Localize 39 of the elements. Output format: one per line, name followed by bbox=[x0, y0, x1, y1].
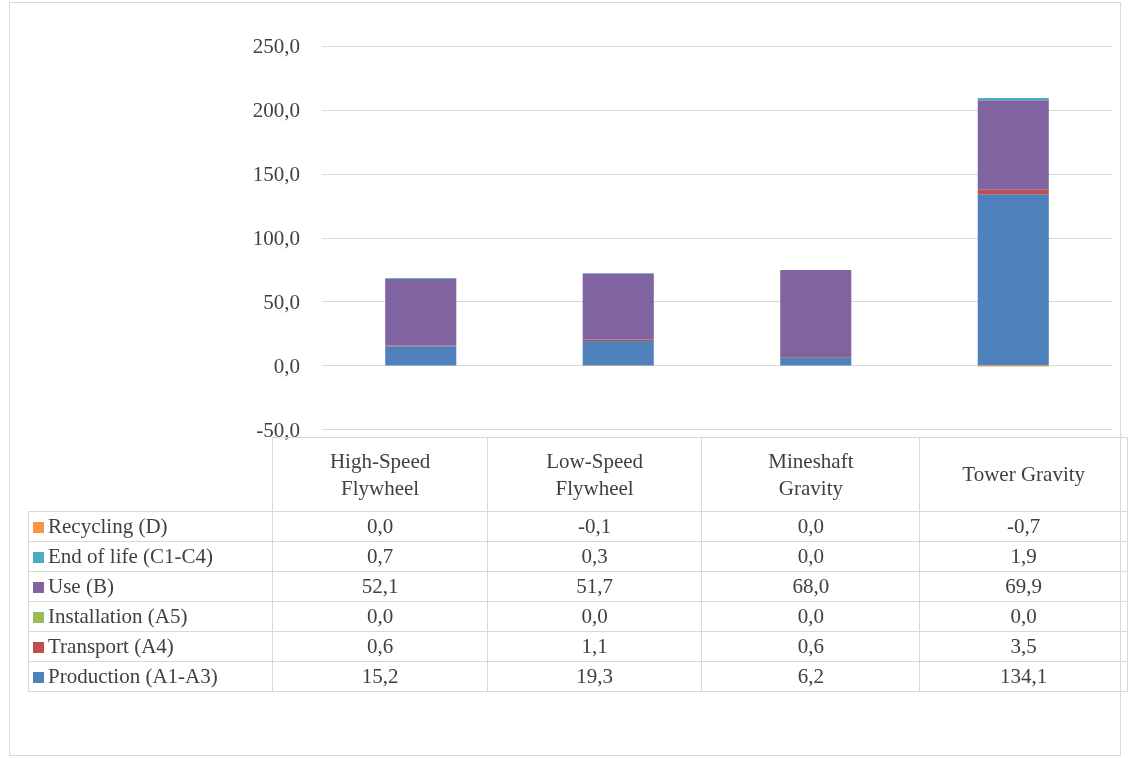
data-label: 51,7 bbox=[487, 571, 702, 602]
legend-label: End of life (C1-C4) bbox=[28, 541, 273, 572]
data-label: -0,7 bbox=[919, 511, 1128, 542]
data-label: 0,0 bbox=[701, 601, 920, 632]
legend-label: Installation (A5) bbox=[28, 601, 273, 632]
y-tick-label: -50,0 bbox=[256, 417, 300, 442]
data-label: 1,9 bbox=[919, 541, 1128, 572]
data-label: 0,6 bbox=[272, 631, 488, 662]
data-label: 68,0 bbox=[701, 571, 920, 602]
data-label: 6,2 bbox=[701, 661, 920, 692]
y-tick-label: 50,0 bbox=[263, 289, 300, 314]
data-label: 0,0 bbox=[701, 511, 920, 542]
data-label: 0,7 bbox=[272, 541, 488, 572]
data-label: 3,5 bbox=[919, 631, 1128, 662]
x-tick-label: Mineshaft Gravity bbox=[701, 437, 920, 512]
y-tick-label: 200,0 bbox=[252, 97, 300, 122]
x-tick-label: Low-Speed Flywheel bbox=[487, 437, 702, 512]
data-label: 52,1 bbox=[272, 571, 488, 602]
data-label: -0,1 bbox=[487, 511, 702, 542]
data-label: 1,1 bbox=[487, 631, 702, 662]
data-label: 0,3 bbox=[487, 541, 702, 572]
y-tick-label: 250,0 bbox=[252, 34, 300, 58]
legend-label: Production (A1-A3) bbox=[28, 661, 273, 692]
data-label: 0,6 bbox=[701, 631, 920, 662]
legend-label: Use (B) bbox=[28, 571, 273, 602]
data-label: 69,9 bbox=[919, 571, 1128, 602]
data-label: 0,0 bbox=[701, 541, 920, 572]
y-tick-label: 150,0 bbox=[252, 161, 300, 186]
x-tick-label: Tower Gravity bbox=[919, 437, 1128, 512]
data-label: 134,1 bbox=[919, 661, 1128, 692]
y-tick-label: 0,0 bbox=[273, 353, 300, 378]
x-tick-label: High-Speed Flywheel bbox=[329, 449, 431, 500]
legend-label: Recycling (D) bbox=[28, 511, 273, 542]
data-label: 0,0 bbox=[919, 601, 1128, 632]
data-label: 15,2 bbox=[272, 661, 488, 692]
y-tick-label: 100,0 bbox=[252, 225, 300, 250]
legend-label: Transport (A4) bbox=[28, 631, 273, 662]
data-label: 19,3 bbox=[487, 661, 702, 692]
data-label: 0,0 bbox=[487, 601, 702, 632]
